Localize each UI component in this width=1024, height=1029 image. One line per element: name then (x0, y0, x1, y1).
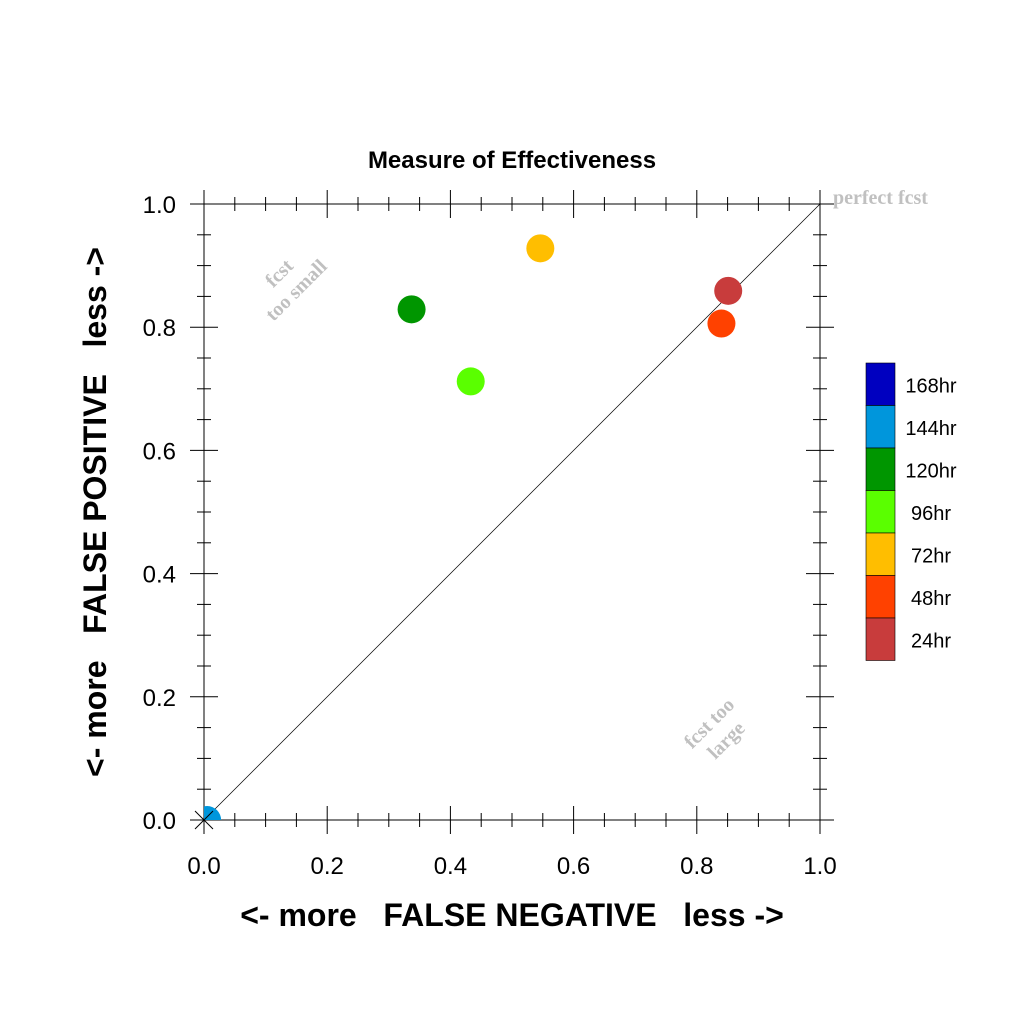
origin-x-marker (194, 810, 214, 830)
legend-swatch-144hr (865, 405, 896, 449)
annotation-perfect-fcst: perfect fcst (833, 187, 928, 209)
data-point-72hr (526, 234, 555, 263)
y-axis-label: <- more FALSE POSITIVE less -> (77, 247, 113, 777)
legend-swatch-24hr (865, 617, 896, 661)
data-points (204, 234, 743, 820)
legend-label-48hr: 48hr (911, 588, 951, 610)
legend-label-168hr: 168hr (905, 375, 956, 397)
legend: 168hr 144hr 120hr 96hr 72hr 48hr 24hr (865, 362, 957, 661)
data-point-96hr (456, 367, 485, 396)
y-tick-label: 0.2 (143, 685, 176, 712)
legend-swatch-96hr (865, 490, 896, 534)
x-tick-label: 0.4 (434, 853, 467, 880)
data-point-24hr (714, 276, 743, 305)
legend-swatch-120hr (865, 447, 896, 491)
data-point-48hr (707, 309, 736, 338)
annotation-fcst-too-small: fcst too small (261, 255, 332, 326)
x-tick-label: 0.0 (187, 853, 220, 880)
legend-label-144hr: 144hr (905, 418, 956, 440)
legend-label-24hr: 24hr (911, 630, 951, 652)
legend-label-96hr: 96hr (911, 503, 951, 525)
x-tick-labels: 0.0 0.2 0.4 0.6 0.8 1.0 (187, 853, 836, 880)
legend-label-120hr: 120hr (905, 460, 956, 482)
x-tick-label: 0.2 (311, 853, 344, 880)
origin-marker-stroke (194, 810, 214, 830)
legend-swatch-72hr (865, 532, 896, 576)
y-tick-label: 0.0 (143, 808, 176, 835)
y-tick-labels: 0.0 0.2 0.4 0.6 0.8 1.0 (143, 192, 176, 835)
data-point-120hr (397, 295, 426, 324)
x-tick-label: 0.6 (557, 853, 590, 880)
annotation-fcst-too-large: fcst too large (680, 694, 750, 764)
y-tick-label: 0.4 (143, 562, 176, 589)
x-tick-label: 0.8 (680, 853, 713, 880)
x-tick-label: 1.0 (803, 853, 836, 880)
legend-swatch-48hr (865, 575, 896, 619)
diagonal-reference-line (203, 203, 821, 821)
data-point-144hr (204, 806, 222, 820)
plot-area (190, 190, 834, 834)
y-tick-label: 0.8 (143, 315, 176, 342)
legend-label-72hr: 72hr (911, 545, 951, 567)
y-tick-label: 0.6 (143, 438, 176, 465)
legend-swatch-168hr (865, 362, 896, 406)
y-tick-label: 1.0 (143, 192, 176, 219)
chart-title: Measure of Effectiveness (368, 147, 656, 174)
x-axis-label: <- more FALSE NEGATIVE less -> (240, 897, 784, 933)
